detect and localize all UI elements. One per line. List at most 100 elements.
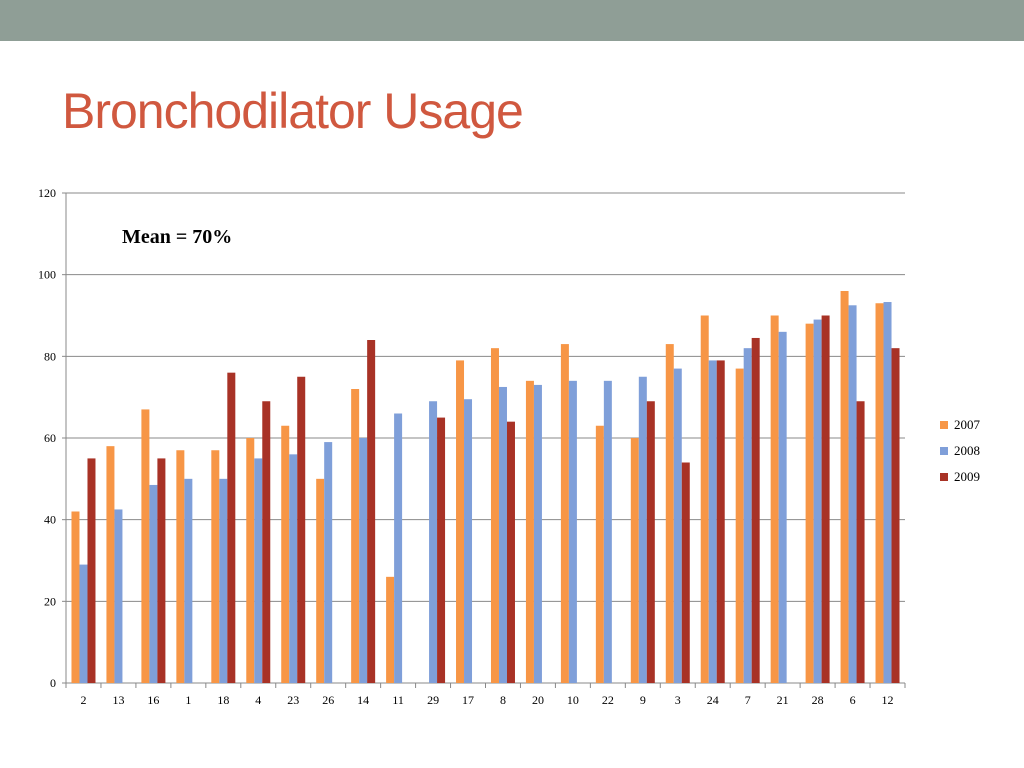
bar-2007: [630, 438, 639, 683]
bar-2009: [227, 372, 236, 683]
y-tick-label: 80: [44, 349, 56, 363]
bar-2008: [254, 458, 263, 683]
legend-item-2007: 2007: [940, 412, 980, 438]
x-tick-label: 18: [217, 693, 229, 707]
x-tick-label: 8: [500, 693, 506, 707]
bar-2009: [157, 458, 166, 683]
x-tick-label: 10: [567, 693, 579, 707]
bar-2008: [603, 380, 612, 683]
bar-2009: [716, 360, 725, 683]
x-tick-label: 9: [640, 693, 646, 707]
y-tick-label: 60: [44, 431, 56, 445]
bar-2008: [638, 376, 647, 683]
x-tick-label: 20: [532, 693, 544, 707]
bar-2008: [324, 442, 333, 683]
bar-2007: [456, 360, 465, 683]
bar-2007: [595, 425, 604, 683]
bar-2008: [394, 413, 403, 683]
legend-label: 2007: [954, 417, 980, 432]
bar-2007: [176, 450, 185, 683]
x-tick-label: 7: [745, 693, 751, 707]
bar-2008: [778, 331, 787, 683]
bar-2007: [386, 576, 395, 683]
bar-2008: [289, 454, 298, 683]
bar-2009: [681, 462, 690, 683]
bar-2009: [891, 348, 900, 683]
legend-label: 2008: [954, 443, 980, 458]
legend-item-2009: 2009: [940, 464, 980, 490]
bar-2008: [359, 438, 368, 683]
bar-2007: [246, 438, 255, 683]
y-tick-label: 120: [38, 186, 56, 200]
y-tick-label: 40: [44, 513, 56, 527]
bar-2008: [79, 564, 88, 683]
bar-2009: [87, 458, 96, 683]
x-tick-label: 6: [850, 693, 856, 707]
bar-2008: [149, 484, 158, 683]
bar-2007: [281, 425, 290, 683]
top-band: [0, 0, 1024, 41]
x-tick-label: 21: [777, 693, 789, 707]
x-tick-label: 22: [602, 693, 614, 707]
bar-2008: [743, 348, 752, 683]
bar-2007: [525, 380, 534, 683]
bar-2008: [114, 509, 123, 683]
x-tick-label: 23: [287, 693, 299, 707]
bar-2008: [848, 305, 857, 683]
bar-2007: [71, 511, 80, 683]
x-tick-label: 24: [707, 693, 719, 707]
x-tick-label: 28: [812, 693, 824, 707]
bar-2007: [211, 450, 220, 683]
legend-swatch: [940, 447, 948, 455]
bar-2009: [437, 417, 446, 683]
x-tick-label: 26: [322, 693, 334, 707]
bar-2008: [568, 380, 577, 683]
bar-2008: [184, 478, 193, 683]
bar-2009: [262, 401, 271, 683]
x-tick-label: 1: [185, 693, 191, 707]
bar-2008: [219, 478, 228, 683]
x-tick-label: 14: [357, 693, 369, 707]
bar-2008: [813, 319, 822, 683]
bar-2008: [464, 399, 473, 683]
x-tick-label: 3: [675, 693, 681, 707]
legend-swatch: [940, 421, 948, 429]
chart-legend: 2007 2008 2009: [940, 412, 980, 490]
bar-2009: [367, 340, 376, 683]
y-tick-label: 20: [44, 594, 56, 608]
x-tick-label: 4: [255, 693, 261, 707]
bar-2009: [856, 401, 865, 683]
legend-swatch: [940, 473, 948, 481]
x-tick-label: 29: [427, 693, 439, 707]
bar-2007: [735, 368, 744, 683]
bar-2009: [821, 315, 830, 683]
bar-2007: [840, 291, 849, 683]
x-tick-label: 2: [80, 693, 86, 707]
bar-2007: [700, 315, 709, 683]
mean-annotation: Mean = 70%: [122, 226, 232, 248]
x-tick-label: 16: [147, 693, 159, 707]
legend-label: 2009: [954, 469, 980, 484]
x-tick-label: 13: [112, 693, 124, 707]
bar-2007: [490, 348, 499, 683]
bar-2007: [141, 409, 150, 683]
bar-2008: [883, 302, 892, 683]
bar-2009: [297, 376, 306, 683]
bar-2008: [673, 368, 682, 683]
x-tick-label: 17: [462, 693, 474, 707]
y-tick-label: 0: [50, 676, 56, 690]
bar-2009: [646, 401, 655, 683]
bar-2008: [708, 360, 717, 683]
bar-2008: [498, 386, 507, 683]
bar-2007: [351, 389, 360, 683]
x-tick-label: 11: [392, 693, 404, 707]
bar-2007: [875, 303, 884, 683]
bar-2007: [106, 446, 115, 683]
legend-item-2008: 2008: [940, 438, 980, 464]
bar-2007: [560, 344, 569, 683]
bar-2008: [533, 384, 542, 683]
y-tick-label: 100: [38, 268, 56, 282]
bar-2009: [751, 337, 760, 683]
slide-title: Bronchodilator Usage: [62, 83, 524, 139]
